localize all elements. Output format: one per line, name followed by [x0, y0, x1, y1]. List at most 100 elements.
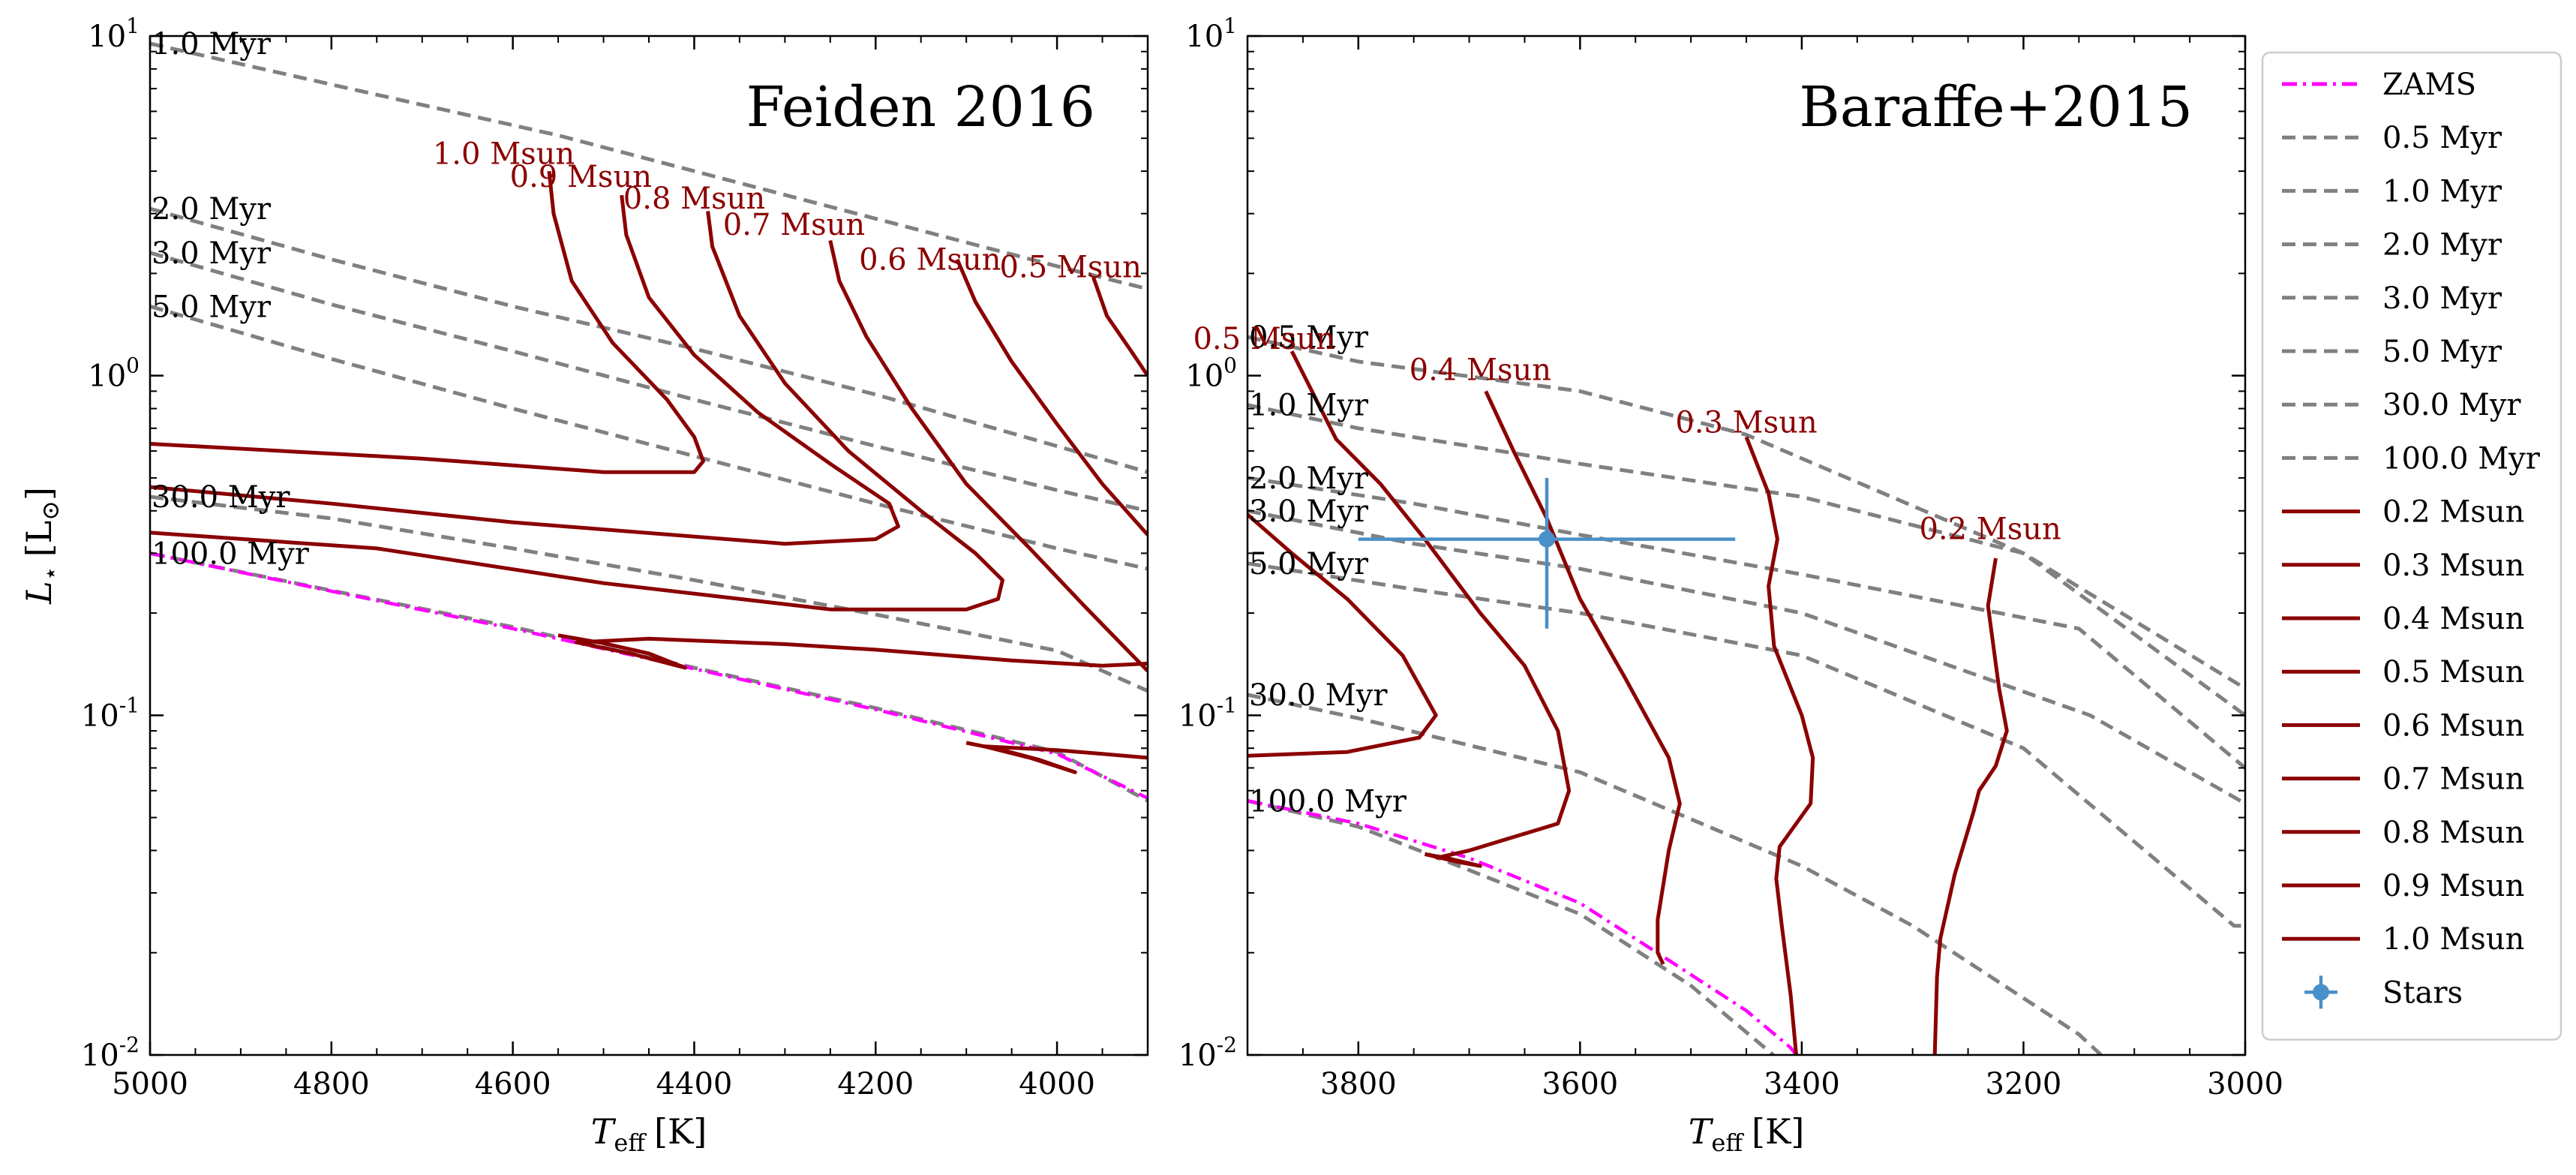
x-axis-label: Teff [K] [1689, 1111, 1805, 1157]
y-tick-exponent: 1 [1223, 14, 1237, 38]
y-tick-base: 10 [1185, 359, 1223, 394]
panel-title: Feiden 2016 [746, 75, 1095, 140]
x-tick-label: 4800 [293, 1067, 370, 1101]
x-axis-label-unit: [K] [654, 1111, 707, 1152]
y-tick-base: 10 [88, 359, 126, 394]
y-axis-label: L⋆ [L⊙] [19, 487, 65, 605]
isochrone-line-30-0-myr [1247, 693, 2103, 1055]
zams-line [150, 551, 1148, 800]
legend-label: 0.4 Msun [2382, 602, 2524, 636]
y-tick-label: 10-1 [1178, 693, 1237, 733]
y-tick-label: 10-1 [81, 693, 140, 733]
isochrone-line-100-0-myr [1247, 798, 1776, 1055]
x-axis-label-symbol: T [1689, 1111, 1714, 1152]
isochrone-line-5-0-myr [150, 304, 1148, 571]
y-tick-exponent: -1 [119, 693, 140, 717]
legend-entry-0-3-msun: 0.3 Msun [2282, 548, 2524, 583]
x-tick-label: 4000 [1019, 1067, 1095, 1101]
legend-label: 0.8 Msun [2382, 816, 2524, 850]
legend-entry-2-0-myr: 2.0 Myr [2282, 228, 2502, 263]
x-axis-label-unit: [K] [1752, 1111, 1804, 1152]
isochrone-line-30-0-myr [150, 494, 1148, 693]
isochrone-label-100-0-myr: 100.0 Myr [1249, 784, 1407, 819]
x-axis-label-symbol: T [591, 1111, 617, 1152]
x-tick-label: 5000 [112, 1067, 188, 1101]
legend-entry-0-5-msun: 0.5 Msun [2282, 655, 2524, 690]
star-marker [1358, 477, 1736, 629]
legend-label: 100.0 Myr [2382, 441, 2541, 476]
mass-label-1-0-msun: 1.0 Msun [433, 137, 575, 172]
y-tick-exponent: 0 [1223, 353, 1237, 378]
track-line-0-6-msun [955, 258, 1148, 536]
mass-label-0-6-msun: 0.6 Msun [859, 243, 1001, 278]
track-line-0-3-msun [557, 633, 1148, 670]
x-tick-label: 4400 [656, 1067, 733, 1101]
mass-label-0-5-msun: 0.5 Msun [1193, 322, 1335, 356]
isochrone-label-30-0-myr: 30.0 Myr [152, 480, 290, 515]
x-tick-label: 3400 [1764, 1067, 1840, 1101]
isochrone-line-1-0-myr [1247, 403, 2245, 717]
track-line-0-2-msun [1932, 557, 2009, 1055]
isochrone-label-2-0-myr: 2.0 Myr [1249, 461, 1369, 496]
y-tick-exponent: 1 [126, 14, 140, 38]
plot-frame [1246, 35, 2247, 1056]
y-tick-label: 100 [1185, 353, 1237, 394]
x-tick-label: 3800 [1320, 1067, 1397, 1101]
legend-label: Stars [2382, 975, 2463, 1010]
isochrone-label-3-0-myr: 3.0 Myr [152, 236, 272, 271]
legend-label: 5.0 Myr [2382, 335, 2502, 369]
isochrone-label-5-0-myr: 5.0 Myr [1249, 547, 1369, 581]
y-axis-label-unit-subscript: ⊙ [36, 500, 65, 521]
track-line-0-7-msun [828, 239, 1148, 673]
legend-entry-1-0-myr: 1.0 Myr [2282, 174, 2502, 209]
isochrone-line-5-0-myr [1247, 561, 2245, 928]
star-point [1539, 530, 1555, 548]
legend-entry-0-2-msun: 0.2 Msun [2282, 495, 2524, 530]
y-tick-exponent: -2 [1217, 1032, 1237, 1057]
track-line-0-5-msun [1290, 350, 1572, 861]
y-tick-exponent: -1 [1217, 693, 1237, 717]
legend-entry-5-0-myr: 5.0 Myr [2282, 335, 2502, 369]
x-tick-label: 3200 [1986, 1067, 2062, 1101]
legend-entry-1-0-msun: 1.0 Msun [2282, 922, 2524, 957]
legend-entry-0-7-msun: 0.7 Msun [2282, 762, 2524, 797]
plot-area [1247, 335, 2245, 1055]
legend: ZAMS 0.5 Myr 1.0 Myr 2.0 Myr 3.0 Myr 5.0 Myr 3… [2261, 51, 2562, 1041]
y-tick-base: 10 [81, 1038, 119, 1073]
legend-label: 1.0 Myr [2382, 174, 2502, 209]
mass-label-0-8-msun: 0.8 Msun [623, 182, 765, 216]
legend-label: 0.2 Msun [2382, 495, 2524, 530]
isochrone-label-1-0-myr: 1.0 Myr [1249, 389, 1369, 423]
y-axis-label-close: ] [19, 487, 59, 500]
isochrone-label-5-0-myr: 5.0 Myr [152, 290, 272, 324]
track-line-0-3-msun [1744, 436, 1815, 1055]
isochrone-label-0-5-myr: 0.5 Myr [1249, 320, 1369, 355]
zams-line [1247, 799, 1798, 1055]
mass-label-0-2-msun: 0.2 Msun [1919, 512, 2061, 547]
track-line-0-6-msun [1424, 852, 1482, 868]
x-tick-label: 4600 [475, 1067, 551, 1101]
legend-label: ZAMS [2382, 68, 2476, 102]
mass-label-0-9-msun: 0.9 Msun [510, 160, 652, 194]
x-tick-label: 4200 [837, 1067, 914, 1101]
isochrone-line-100-0-myr [150, 551, 1148, 803]
legend-entry-0-6-msun: 0.6 Msun [2282, 708, 2524, 743]
x-axis-label: Teff [K] [591, 1111, 707, 1157]
isochrone-label-2-0-myr: 2.0 Myr [152, 192, 272, 227]
mass-label-0-7-msun: 0.7 Msun [723, 208, 865, 242]
legend-entry-30-0-myr: 30.0 Myr [2282, 388, 2521, 422]
track-line-0-8-msun [150, 211, 1004, 612]
legend-label: 0.5 Msun [2382, 655, 2524, 690]
track-line-0-7-msun [1247, 512, 1438, 758]
y-axis-label-subscript: ⋆ [36, 566, 65, 581]
isochrone-line-3-0-myr [1247, 509, 2245, 806]
x-axis-label-subscript: eff [1711, 1128, 1744, 1157]
y-axis-label-symbol: L [19, 581, 59, 605]
legend-label: 0.9 Msun [2382, 869, 2524, 903]
plot-area [150, 41, 1148, 803]
legend-entry-0-4-msun: 0.4 Msun [2282, 602, 2524, 636]
legend-entry-stars: Stars [2304, 975, 2463, 1010]
